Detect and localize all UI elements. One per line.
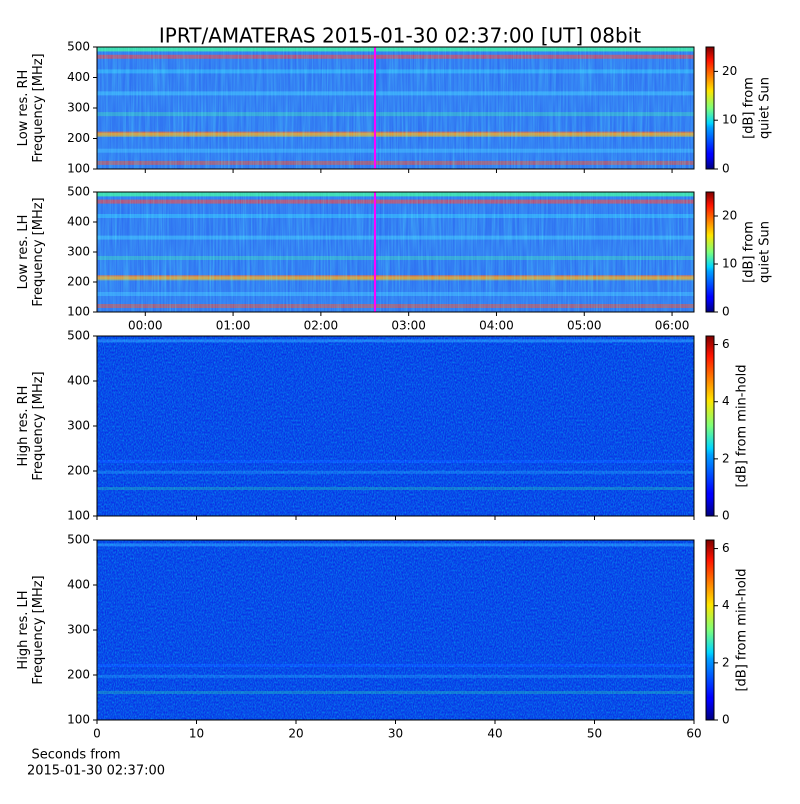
colorbar — [705, 539, 715, 721]
x-tick-label: 00:00 — [128, 319, 163, 333]
colorbar-label: [dB] from min-hold — [735, 568, 750, 691]
x-axis-label: Seconds from — [31, 748, 120, 763]
spectrogram-texture — [97, 192, 694, 312]
figure-title: IPRT/AMATERAS 2015-01-30 02:37:00 [UT] 0… — [159, 24, 641, 48]
colorbar-label: [dB] from — [742, 77, 757, 139]
colorbar-tick-label: 2 — [722, 655, 730, 669]
y-axis-label: Frequency [MHz] — [31, 575, 46, 684]
y-tick-label: 100 — [67, 509, 90, 523]
colorbar-label: [dB] from min-hold — [735, 364, 750, 487]
colorbar-label: [dB] from — [742, 221, 757, 283]
colorbar-tick-label: 10 — [722, 113, 737, 127]
colorbar-tick-label: 2 — [722, 451, 730, 465]
colorbar-tick-label: 6 — [722, 337, 730, 351]
x-tick-label: 01:00 — [216, 319, 251, 333]
y-tick-label: 400 — [67, 215, 90, 229]
spectrogram-texture — [97, 336, 694, 516]
y-tick-label: 300 — [67, 245, 90, 259]
y-axis-label: Low res. RH — [16, 70, 31, 147]
y-axis-label: Frequency [MHz] — [31, 371, 46, 480]
x-tick-label: 04:00 — [479, 319, 514, 333]
colorbar-tick-label: 4 — [722, 394, 730, 408]
colorbar-tick-label: 10 — [722, 257, 737, 271]
x-tick-label: 30 — [388, 727, 403, 741]
colorbar-tick-label: 0 — [722, 162, 730, 176]
y-tick-label: 400 — [67, 578, 90, 592]
y-tick-label: 500 — [67, 185, 90, 199]
x-axis-label: 2015-01-30 02:37:00 — [27, 764, 165, 779]
y-tick-label: 200 — [67, 464, 90, 478]
y-tick-label: 100 — [67, 162, 90, 176]
colorbar-label: quiet Sun — [758, 77, 773, 139]
y-tick-label: 500 — [67, 533, 90, 547]
colorbar-tick-label: 4 — [722, 598, 730, 612]
y-tick-label: 100 — [67, 305, 90, 319]
x-tick-label: 50 — [587, 727, 602, 741]
y-tick-label: 200 — [67, 275, 90, 289]
y-axis-label: Frequency [MHz] — [31, 53, 46, 162]
spectrogram-texture — [97, 47, 694, 169]
y-tick-label: 400 — [67, 70, 90, 84]
y-tick-label: 300 — [67, 623, 90, 637]
colorbar-tick-label: 20 — [722, 64, 737, 78]
y-axis-label: High res. RH — [16, 386, 31, 467]
colorbar-tick-label: 6 — [722, 541, 730, 555]
colorbar-tick-label: 0 — [722, 713, 730, 727]
y-tick-label: 100 — [67, 713, 90, 727]
y-tick-label: 200 — [67, 131, 90, 145]
x-tick-label: 40 — [487, 727, 502, 741]
colorbar — [705, 46, 715, 170]
y-tick-label: 500 — [67, 329, 90, 343]
y-axis-label: Low res. LH — [16, 215, 31, 290]
colorbar-label: quiet Sun — [758, 221, 773, 283]
x-tick-label: 20 — [288, 727, 303, 741]
spectrogram-texture — [97, 540, 694, 720]
x-tick-label: 06:00 — [655, 319, 690, 333]
x-tick-label: 0 — [93, 727, 101, 741]
colorbar — [705, 191, 715, 313]
colorbar-tick-label: 0 — [722, 305, 730, 319]
x-tick-label: 02:00 — [304, 319, 339, 333]
y-tick-label: 400 — [67, 374, 90, 388]
y-axis-label: High res. LH — [16, 590, 31, 669]
x-tick-label: 60 — [686, 727, 701, 741]
x-tick-label: 03:00 — [391, 319, 426, 333]
x-tick-label: 10 — [189, 727, 204, 741]
y-tick-label: 300 — [67, 419, 90, 433]
y-tick-label: 300 — [67, 101, 90, 115]
y-tick-label: 500 — [67, 40, 90, 54]
colorbar-tick-label: 0 — [722, 509, 730, 523]
colorbar-tick-label: 20 — [722, 209, 737, 223]
x-tick-label: 05:00 — [567, 319, 602, 333]
y-axis-label: Frequency [MHz] — [31, 197, 46, 306]
colorbar — [705, 335, 715, 517]
y-tick-label: 200 — [67, 668, 90, 682]
